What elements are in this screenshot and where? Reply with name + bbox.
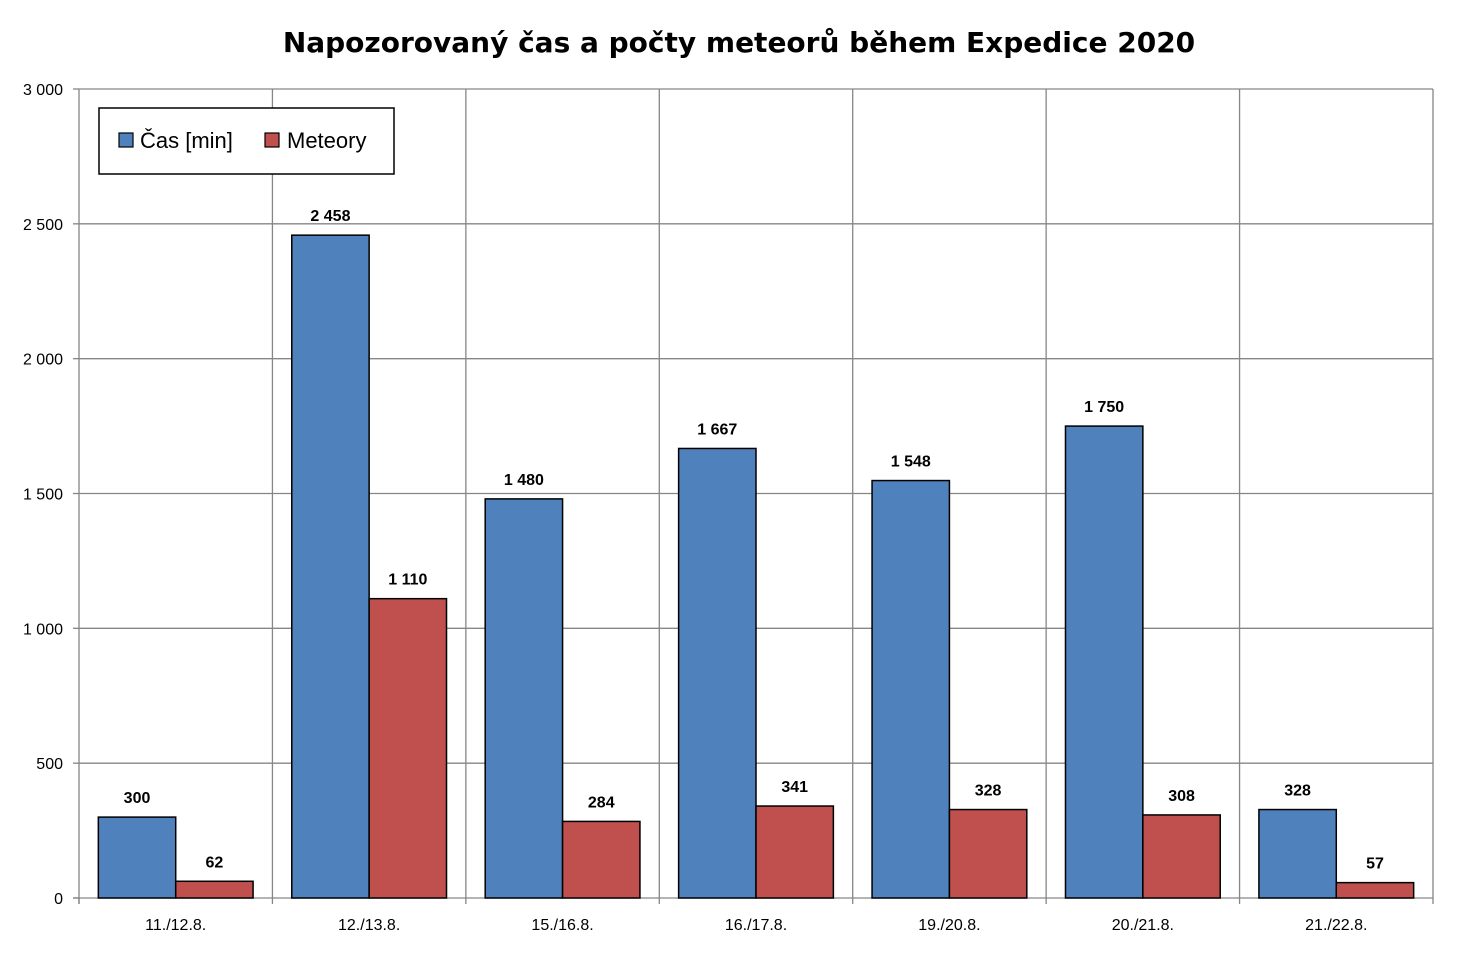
data-label: 308 [1168, 788, 1195, 805]
bar-meteory [755, 805, 835, 899]
bar-cas [1258, 808, 1338, 899]
bar-meteory [1142, 814, 1221, 899]
y-tick-label: 1 000 [23, 621, 63, 638]
y-tick-label: 2 000 [23, 352, 63, 369]
x-tick-label: 19./20.8. [918, 917, 980, 934]
x-tick-label: 15./16.8. [531, 917, 593, 934]
legend-box [98, 107, 395, 175]
data-label: 328 [1284, 783, 1311, 800]
legend-swatch [264, 132, 280, 148]
data-label: 1 110 [388, 572, 427, 589]
data-label: 62 [206, 854, 224, 871]
x-tick-label: 21./22.8. [1305, 917, 1367, 934]
bar-meteory [174, 880, 254, 899]
x-tick-label: 20./21.8. [1112, 917, 1174, 934]
data-label: 328 [975, 783, 1002, 800]
data-label: 1 667 [697, 421, 737, 438]
data-label: 1 750 [1084, 399, 1124, 416]
data-label: 57 [1366, 856, 1384, 873]
bar-meteory [368, 597, 448, 899]
bar-cas [677, 447, 757, 899]
y-tick-label: 0 [54, 891, 63, 908]
chart-title: Napozorovaný čas a počty meteorů během E… [282, 26, 1196, 59]
data-label: 284 [588, 794, 615, 811]
y-tick-label: 3 000 [23, 82, 63, 99]
legend-label: Meteory [287, 128, 366, 153]
legend-label: Čas [min] [140, 128, 233, 153]
bar-cas [1064, 425, 1144, 899]
y-tick-label: 500 [36, 756, 63, 773]
bar-cas [291, 234, 370, 899]
bar-cas [484, 498, 564, 899]
y-tick-label: 2 500 [23, 217, 63, 234]
x-tick-label: 11./12.8. [145, 917, 206, 934]
data-label: 1 548 [891, 454, 931, 471]
data-label: 1 480 [504, 472, 544, 489]
bar-cas [871, 479, 951, 899]
bar-cas [97, 816, 177, 899]
x-tick-label: 12./13.8. [338, 917, 400, 934]
bar-meteory [948, 808, 1028, 899]
x-tick-label: 16./17.8. [725, 917, 787, 934]
data-label: 341 [781, 779, 808, 796]
data-label: 2 458 [310, 208, 350, 225]
legend-swatch [118, 132, 134, 148]
data-label: 300 [124, 790, 151, 807]
bar-meteory [1335, 881, 1415, 899]
y-tick-label: 1 500 [23, 487, 63, 504]
bar-meteory [561, 820, 641, 899]
